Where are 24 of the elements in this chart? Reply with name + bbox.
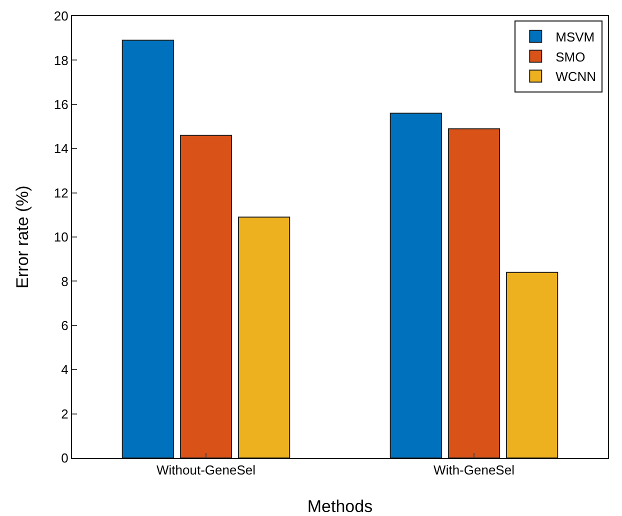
- x-tick-label: Without-GeneSel: [156, 462, 256, 478]
- y-tick-label: 8: [61, 274, 68, 289]
- bar: [180, 134, 232, 458]
- y-axis-title: Error rate (%): [13, 186, 32, 288]
- y-tick-label: 6: [61, 318, 68, 333]
- x-axis-title: Methods: [307, 497, 373, 516]
- y-tick-label: 14: [54, 141, 68, 156]
- bar: [390, 112, 442, 458]
- y-tick-label: 2: [61, 406, 68, 422]
- legend-label: WCNN: [556, 69, 596, 84]
- legend-label: MSVM: [556, 29, 595, 44]
- y-tick-label: 0: [61, 450, 68, 466]
- bar: [122, 40, 174, 458]
- x-tick-label: With-GeneSel: [434, 462, 515, 478]
- y-tick-label: 16: [54, 96, 68, 112]
- y-tick-label: 10: [54, 230, 68, 245]
- y-tick-label: 12: [54, 185, 68, 200]
- y-tick-label: 20: [54, 8, 68, 24]
- y-tick-label: 18: [54, 52, 68, 68]
- bar: [448, 128, 500, 458]
- y-tick-label: 4: [61, 362, 68, 378]
- bar: [238, 216, 290, 458]
- legend-label: SMO: [556, 49, 586, 64]
- bar: [506, 272, 558, 458]
